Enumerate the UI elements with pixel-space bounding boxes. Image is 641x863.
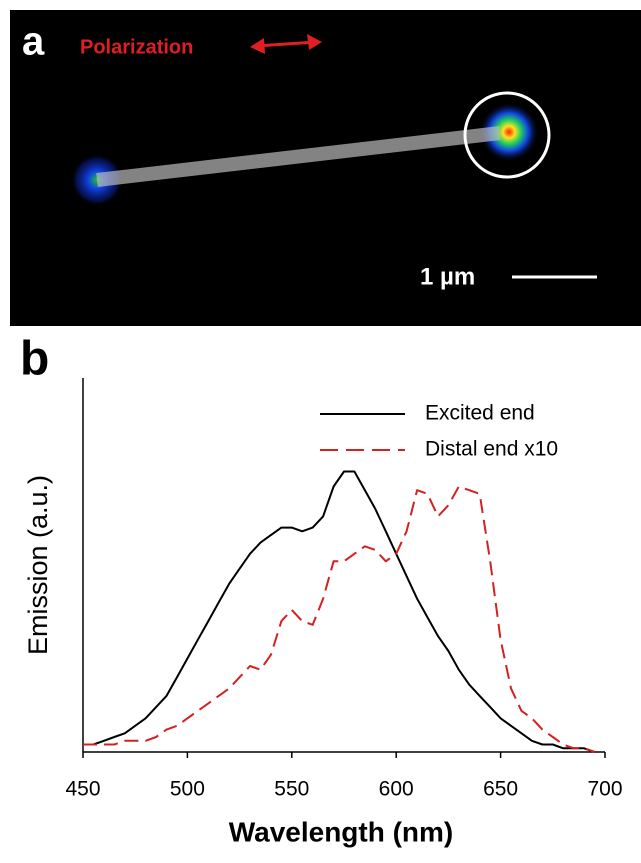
polarization-label: Polarization (80, 36, 193, 58)
plot: 450 500 550 600 650 700 Excited end Distal end … (65, 378, 622, 801)
legend-label: Excited end (425, 402, 535, 425)
figure: a Polarization 1 µm b Wavelength (nm) Em… (0, 0, 641, 858)
x-tick-label: 450 (65, 778, 100, 801)
panel-label: a (22, 20, 45, 64)
series-line (83, 487, 595, 753)
x-tick-label: 500 (170, 778, 205, 801)
x-tick-label: 550 (274, 778, 309, 801)
x-tick-label: 650 (483, 778, 518, 801)
series-line (83, 472, 595, 753)
x-tick-label: 600 (379, 778, 414, 801)
legend-label: Distal end x10 (425, 438, 558, 461)
panel-label: b (20, 333, 49, 386)
x-tick-label: 700 (587, 778, 622, 801)
y-axis-label: Emission (a.u.) (23, 475, 53, 655)
x-axis-label: Wavelength (nm) (229, 816, 454, 847)
scale-bar-label: 1 µm (420, 263, 475, 290)
